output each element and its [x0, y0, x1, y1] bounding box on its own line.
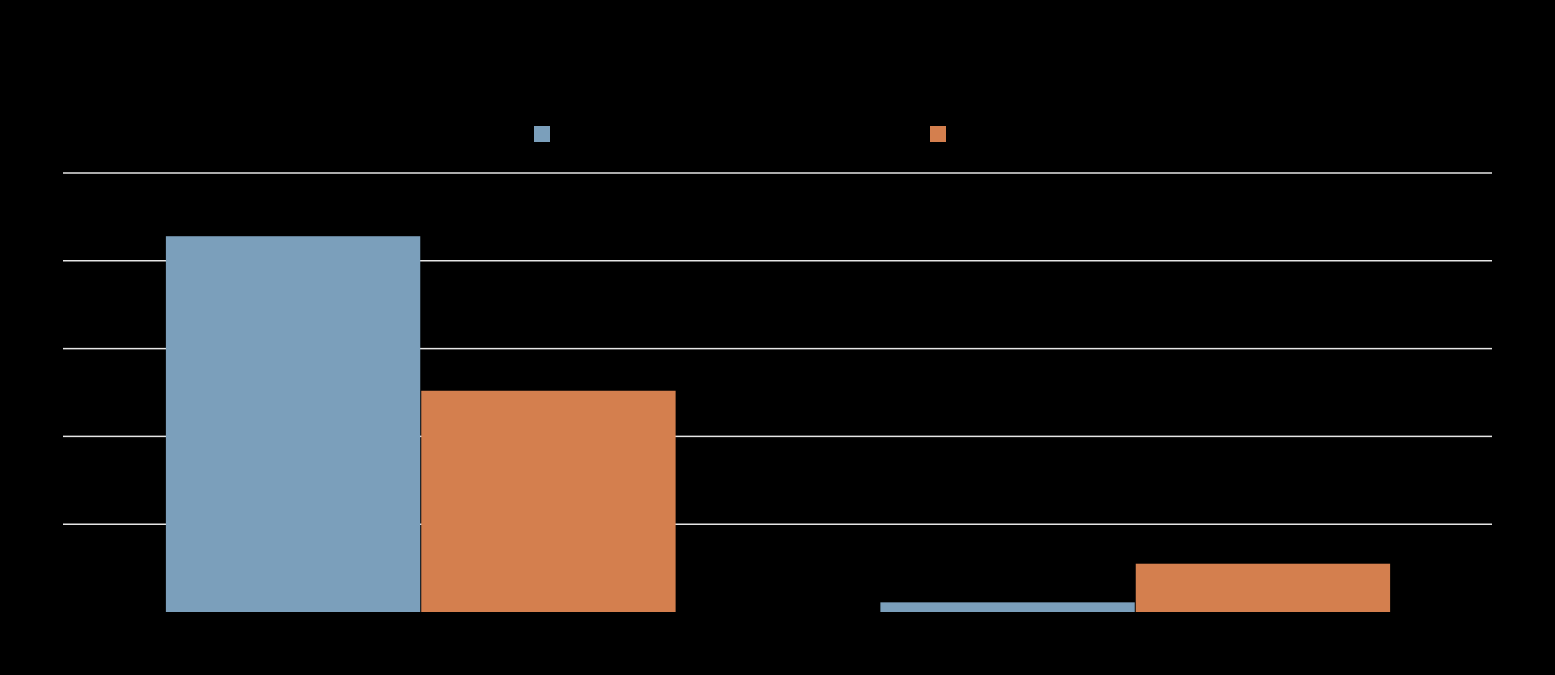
legend-swatch	[534, 126, 550, 142]
bar	[1135, 563, 1391, 612]
bar	[880, 602, 1135, 612]
legend-swatch	[930, 126, 946, 142]
bar	[165, 236, 421, 612]
bar	[421, 390, 676, 612]
